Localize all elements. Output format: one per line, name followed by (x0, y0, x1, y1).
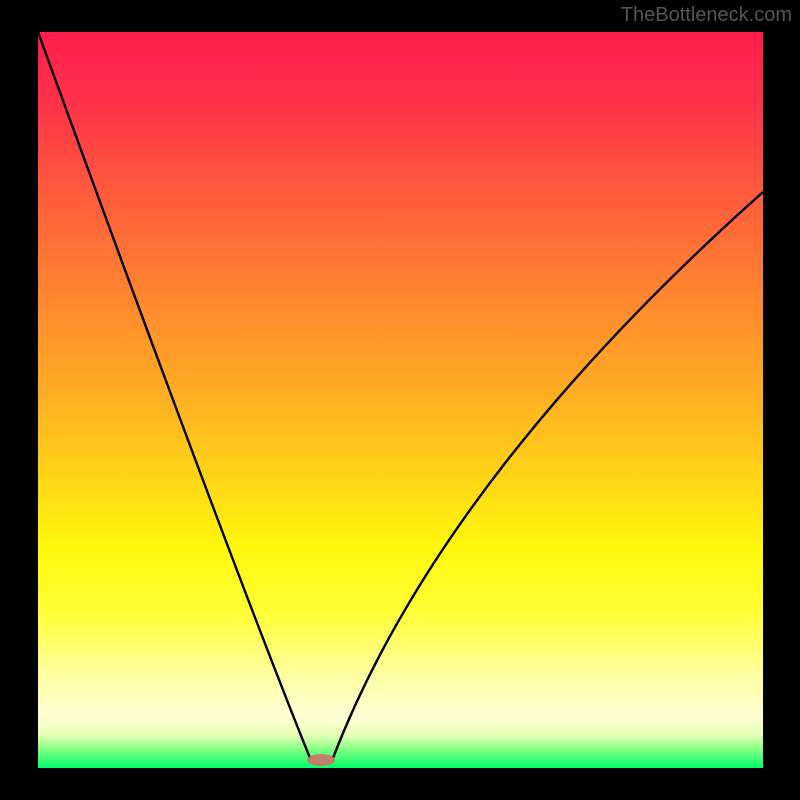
bottleneck-chart (0, 0, 800, 800)
plot-background (38, 32, 763, 768)
optimal-point-marker (307, 754, 335, 766)
watermark-text: TheBottleneck.com (621, 4, 792, 27)
